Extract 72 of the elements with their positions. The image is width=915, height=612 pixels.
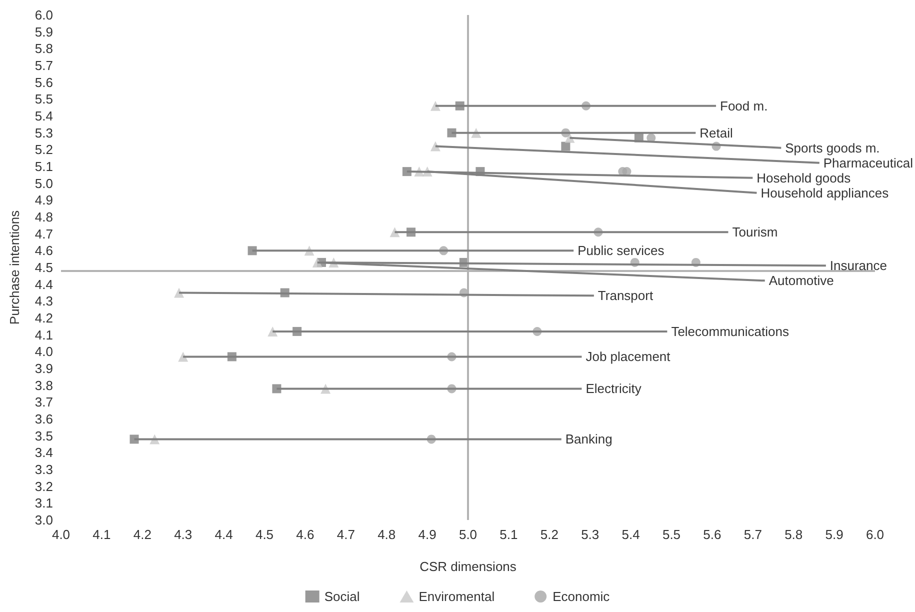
x-tick-label: 6.0 [866,527,884,542]
x-axis-title: CSR dimensions [420,559,517,574]
y-tick-label: 5.1 [34,159,53,174]
x-tick-label: 5.4 [622,527,640,542]
x-tick-label: 5.8 [784,527,803,542]
x-tick-label: 5.2 [540,527,558,542]
x-tick-label: 4.4 [214,527,233,542]
x-tick-label: 4.6 [296,527,314,542]
y-tick-label: 4.5 [34,260,53,275]
annotation: Sports goods m. [785,140,880,156]
annotation: Household appliances [760,185,890,200]
y-tick-label: 3.6 [34,412,53,426]
y-tick-label: 3.5 [34,428,53,444]
annotation: Pharmaceutical [823,155,914,170]
annotation: Retail [700,125,734,140]
x-tick-label: 4.2 [133,527,152,542]
y-tick-label: 4.7 [34,226,53,242]
y-tick-label: 4.9 [34,192,53,208]
annotation: Electricity [586,381,642,396]
x-tick-label: 5.5 [662,527,681,542]
y-tick-label: 5.4 [34,108,53,124]
x-tick-label: 5.6 [703,527,722,542]
x-tick-label: 5.0 [458,527,478,542]
x-tick-label: 4.9 [418,527,436,542]
annotation: Tourism [732,224,778,240]
y-axis-title: Purchase intentions [7,210,22,325]
x-tick-label: 4.0 [52,527,70,542]
annotation: Food m. [720,98,768,114]
y-tick-label: 4.3 [34,294,53,309]
y-tick-label: 3.7 [34,394,53,410]
legend-label: Enviromental [418,589,495,604]
y-tick-label: 4.0 [34,344,53,360]
y-tick-label: 3.3 [34,462,53,477]
annotation: Insurance [830,258,888,274]
y-tick-label: 4.6 [34,243,53,258]
annotation: Banking [565,432,612,447]
x-tick-label: 4.8 [378,527,396,542]
legend-label: Economic [552,589,610,604]
annotation: Hosehold goods [756,170,852,186]
y-tick-label: 4.8 [34,210,53,224]
y-tick-label: 5.9 [34,24,53,40]
y-tick-label: 5.5 [34,92,53,107]
x-tick-label: 5.9 [825,527,844,542]
y-tick-label: 3.4 [34,445,53,460]
y-tick-label: 5.0 [34,176,53,191]
y-tick-label: 3.9 [34,361,53,376]
y-tick-label: 5.6 [34,74,53,90]
x-tick-label: 5.3 [581,527,600,542]
legend-label: Social [324,589,360,604]
x-tick-label: 4.3 [174,527,192,542]
x-tick-label: 4.5 [255,527,274,542]
y-tick-label: 4.1 [34,327,53,342]
annotation: Transport [598,288,654,304]
annotation: Public services [578,243,665,258]
x-tick-label: 4.1 [92,527,111,542]
y-tick-label: 6.0 [34,8,53,22]
y-tick-label: 5.3 [34,125,53,140]
y-tick-label: 5.2 [34,142,53,158]
y-tick-label: 3.2 [34,478,53,494]
y-tick-label: 3.8 [34,378,53,393]
x-tick-label: 5.7 [744,527,762,542]
annotation: Telecommunications [671,324,790,339]
annotation: Automotive [768,273,834,288]
y-tick-label: 3.0 [34,512,53,528]
annotation: Job placement [586,349,671,364]
x-tick-label: 5.1 [500,527,518,542]
y-tick-label: 5.8 [34,41,53,56]
y-tick-label: 3.1 [34,496,53,511]
y-tick-label: 4.4 [34,276,53,292]
y-tick-label: 4.2 [34,310,53,326]
x-tick-label: 4.7 [336,527,355,542]
y-tick-label: 5.7 [34,58,53,73]
